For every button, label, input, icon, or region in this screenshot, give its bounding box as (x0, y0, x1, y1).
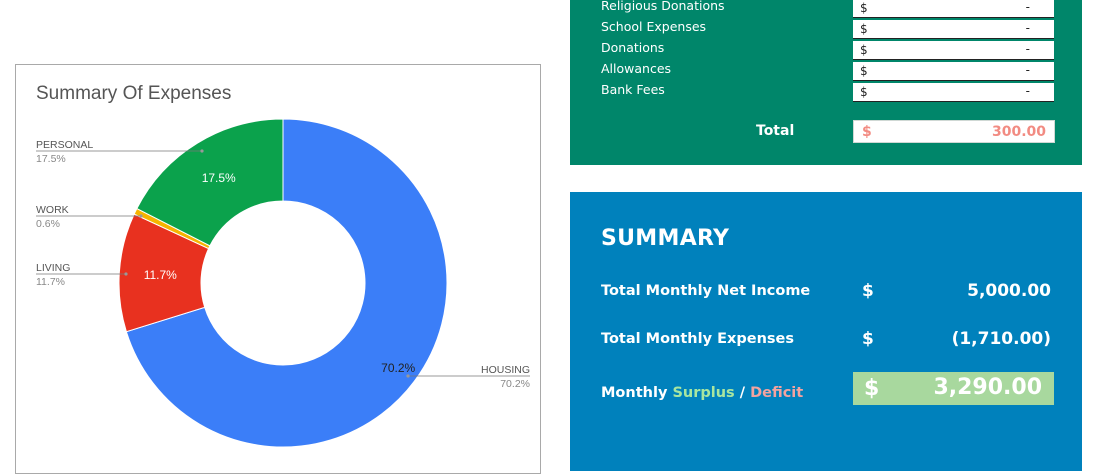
expense-row-currency: $ (860, 1, 868, 15)
expense-row-currency: $ (860, 22, 868, 36)
summary-heading: SUMMARY (601, 226, 730, 251)
expenses-panel: Religious Donations $ - School Expenses $ - Do… (570, 0, 1082, 165)
expense-row-cell[interactable]: $ - (853, 62, 1054, 81)
callout-name-living: LIVING (36, 262, 70, 274)
expense-row-label: Bank Fees (601, 82, 665, 97)
total-cell[interactable]: $ 300.00 (853, 120, 1055, 143)
expenses-total-value[interactable]: (1,710.00) (951, 329, 1051, 349)
callout-dot-work (139, 214, 143, 218)
surplus-cell[interactable]: $ 3,290.00 (853, 372, 1054, 405)
expense-row-value: - (1025, 84, 1030, 98)
slice-housing[interactable] (125, 118, 448, 448)
slice-label-living: 11.7% (144, 268, 177, 282)
callout-pct-personal: 17.5% (36, 153, 66, 165)
surplus-prefix: Monthly (601, 385, 673, 401)
expense-row-cell[interactable]: $ - (853, 83, 1054, 102)
callout-dot-living (124, 272, 128, 276)
expense-row-label: Religious Donations (601, 0, 725, 13)
surplus-separator: / (734, 385, 751, 401)
total-value: 300.00 (991, 124, 1046, 140)
callout-pct-housing: 70.2% (500, 378, 530, 390)
callout-name-housing: HOUSING (481, 364, 530, 376)
income-label: Total Monthly Net Income (601, 283, 811, 299)
expenses-total-currency: $ (862, 329, 874, 349)
surplus-value: 3,290.00 (933, 375, 1042, 400)
expense-row-value: - (1025, 63, 1030, 77)
expense-row-cell[interactable]: $ - (853, 0, 1054, 18)
slice-personal[interactable] (136, 118, 284, 247)
expense-row-label: School Expenses (601, 19, 707, 34)
expense-row-currency: $ (860, 64, 868, 78)
surplus-currency: $ (864, 376, 880, 401)
callout-pct-living: 11.7% (36, 276, 65, 288)
expense-row-currency: $ (860, 85, 868, 99)
expense-row-value: - (1025, 0, 1030, 14)
slice-label-housing: 70.2% (381, 361, 415, 375)
summary-panel: SUMMARY Total Monthly Net Income $ 5,000… (570, 192, 1082, 471)
expense-row-cell[interactable]: $ - (853, 41, 1054, 60)
expense-row-currency: $ (860, 43, 868, 57)
total-currency: $ (862, 124, 872, 140)
expense-row-label: Allowances (601, 61, 672, 76)
expenses-total-label: Total Monthly Expenses (601, 331, 794, 347)
callout-dot-housing (406, 374, 410, 378)
expense-row-value: - (1025, 21, 1030, 35)
surplus-deficit-label: Monthly Surplus / Deficit (601, 385, 803, 401)
expense-row-label: Donations (601, 40, 665, 55)
chart-title: Summary Of Expenses (36, 83, 232, 104)
expense-row-cell[interactable]: $ - (853, 20, 1054, 39)
callout-dot-personal (200, 149, 204, 153)
total-label: Total (756, 123, 795, 139)
income-value[interactable]: 5,000.00 (967, 281, 1051, 301)
expenses-chart-card[interactable]: Summary Of Expenses 70.2% 11.7% 17.5% PERSO… (15, 64, 541, 474)
callout-pct-work: 0.6% (36, 218, 60, 230)
callout-name-personal: PERSONAL (36, 139, 93, 151)
callout-name-work: WORK (36, 204, 69, 216)
deficit-word: Deficit (750, 385, 804, 401)
income-currency: $ (862, 281, 874, 301)
expense-row-value: - (1025, 42, 1030, 56)
surplus-word: Surplus (672, 385, 735, 401)
donut-chart[interactable]: 70.2% 11.7% 17.5% PERSONAL 17.5% WORK 0.6% LIVI… (16, 65, 542, 475)
slice-label-personal: 17.5% (202, 171, 236, 185)
